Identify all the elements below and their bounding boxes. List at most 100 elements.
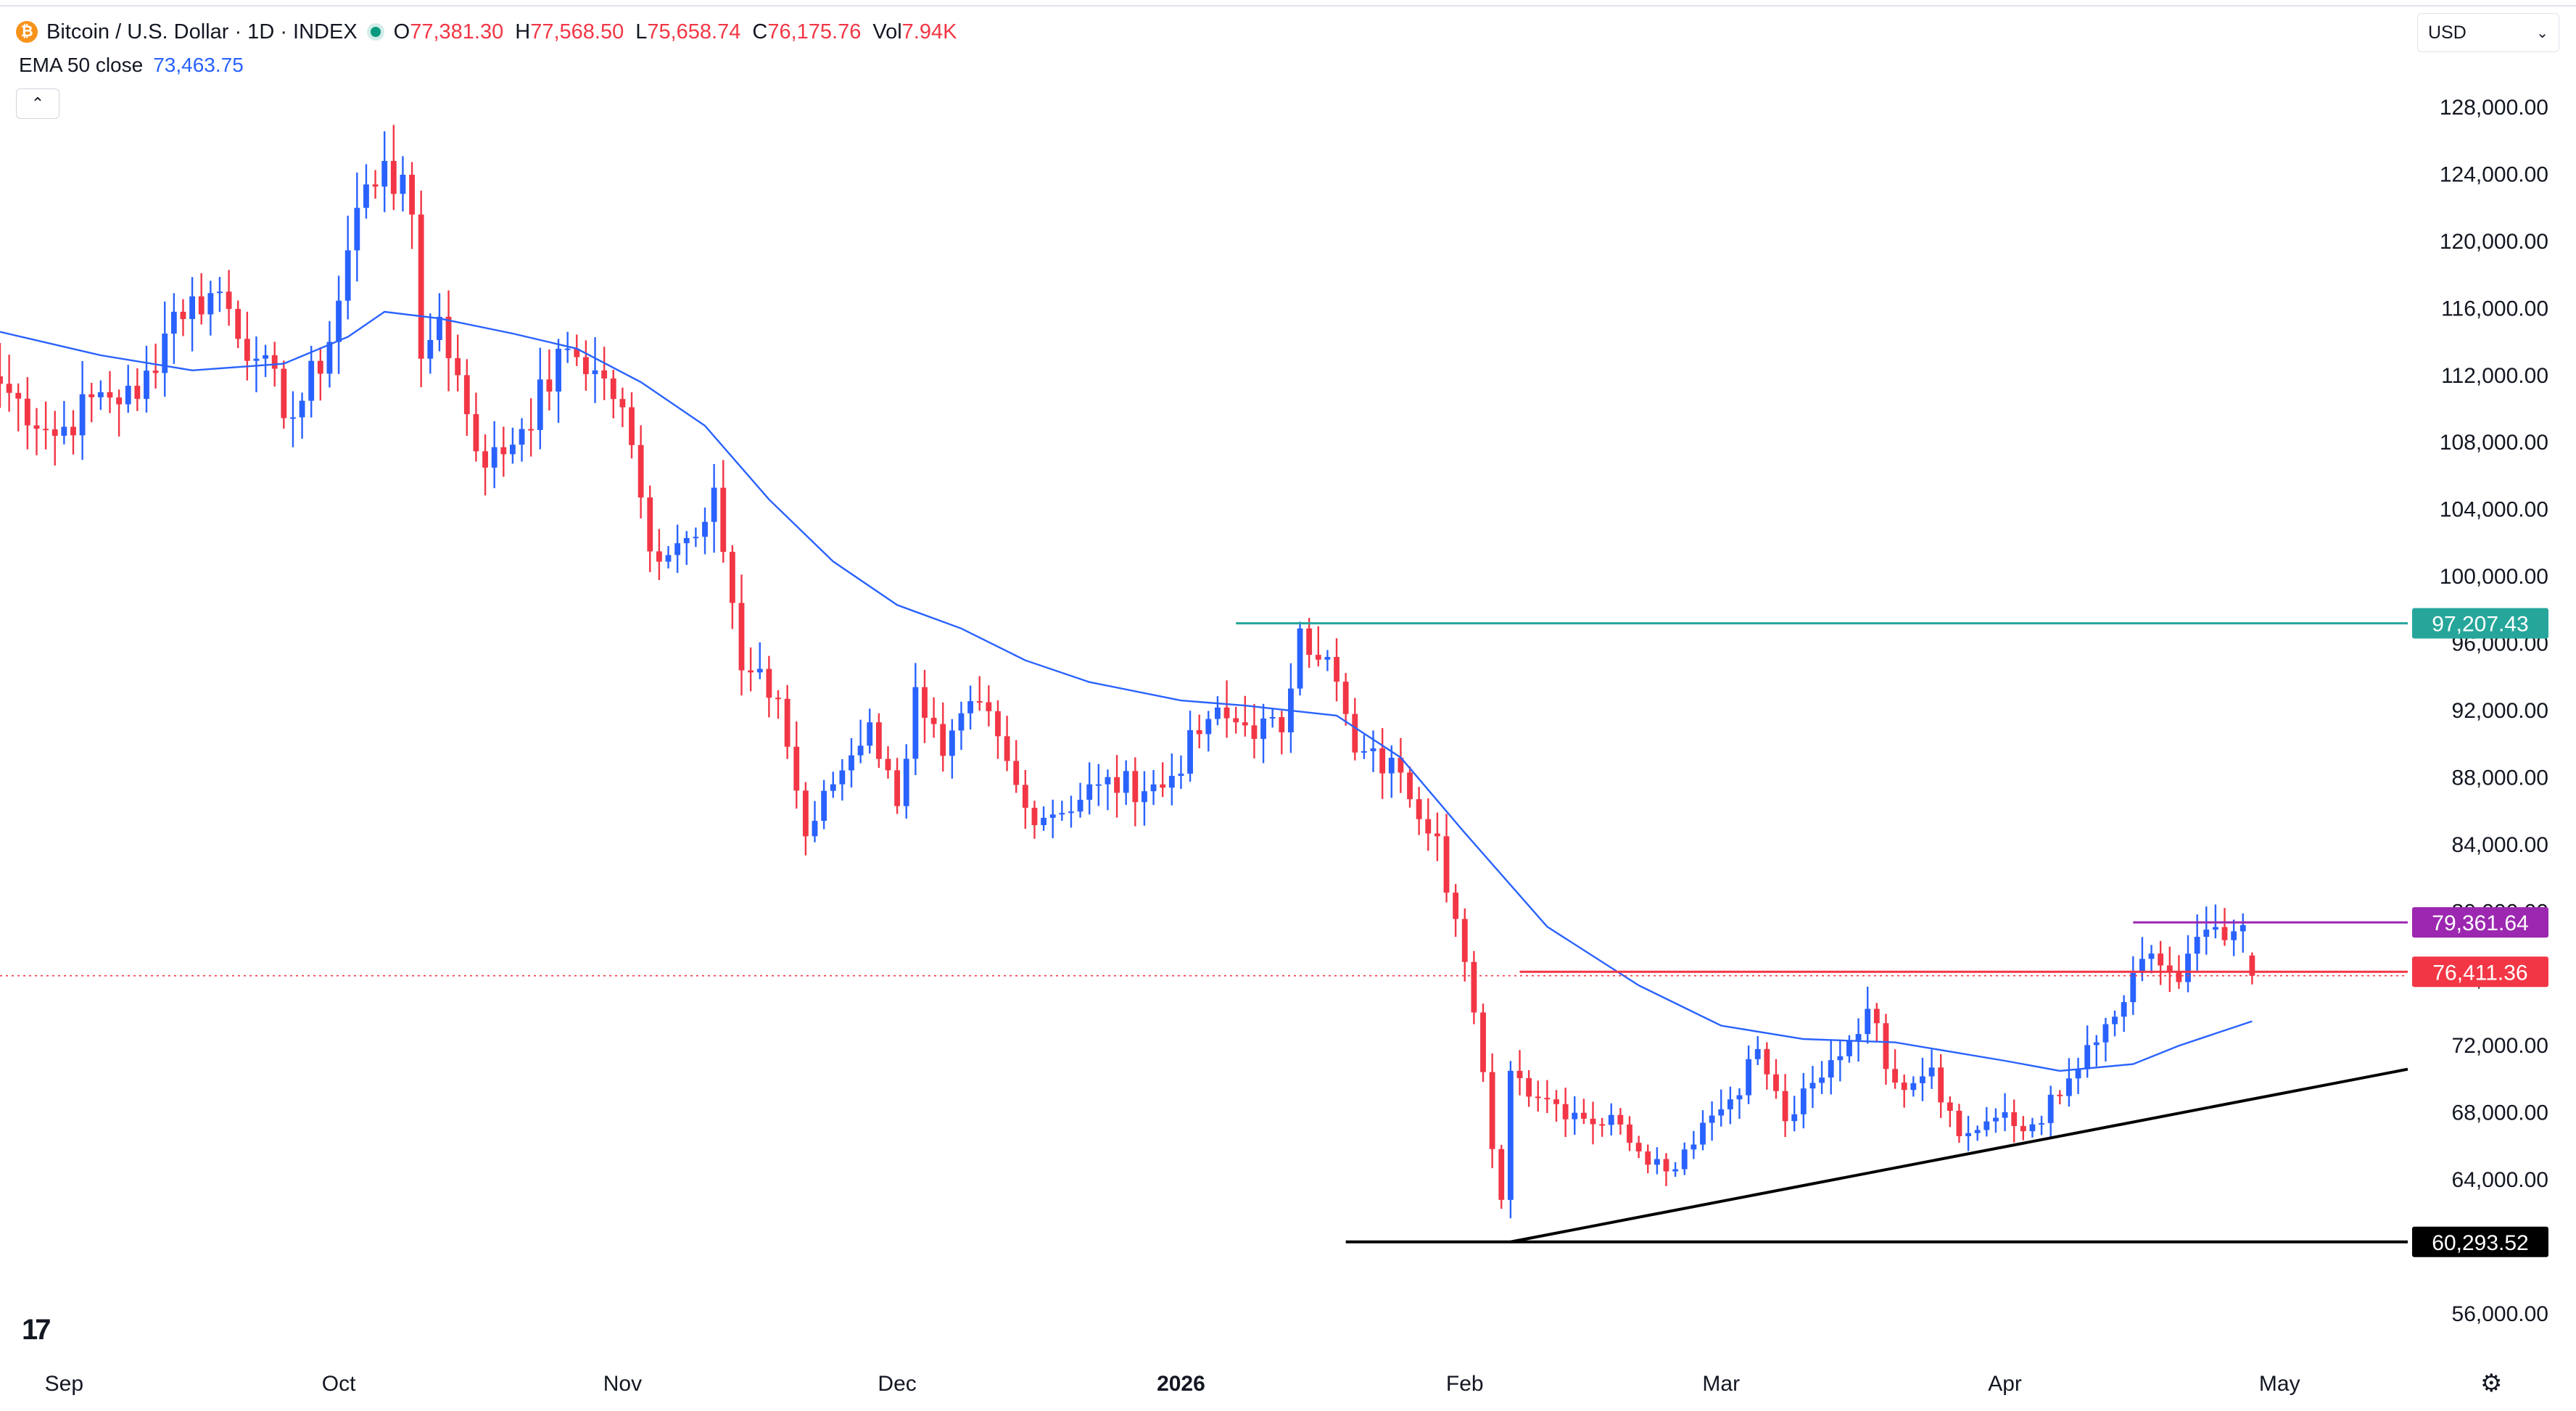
market-status-icon bbox=[370, 27, 381, 37]
candle-body bbox=[903, 758, 909, 806]
candle-body bbox=[125, 385, 131, 405]
candle-body bbox=[463, 375, 470, 415]
candle-body bbox=[582, 357, 589, 374]
candle-body bbox=[1956, 1110, 1962, 1137]
candle-body bbox=[738, 603, 745, 671]
candle-body bbox=[70, 426, 76, 436]
candle-body bbox=[748, 670, 754, 673]
candle-body bbox=[15, 392, 22, 399]
candle-body bbox=[2102, 1024, 2109, 1043]
candle-body bbox=[317, 360, 323, 374]
candle-body bbox=[949, 730, 955, 756]
candle-body bbox=[1819, 1077, 1825, 1083]
price-marker-box bbox=[2412, 1226, 2548, 1257]
candle-body bbox=[381, 160, 388, 187]
candle-body bbox=[564, 348, 571, 350]
candle-body bbox=[1489, 1072, 1495, 1149]
candle-body bbox=[1947, 1102, 1953, 1111]
gear-icon[interactable]: ⚙ bbox=[2480, 1370, 2503, 1397]
candle-body bbox=[2231, 931, 2237, 940]
y-tick-label: 84,000.00 bbox=[2452, 833, 2548, 857]
candle-body bbox=[2166, 965, 2173, 973]
candle-body bbox=[1004, 736, 1010, 761]
candle-body bbox=[1095, 784, 1102, 786]
candle-body bbox=[107, 392, 113, 398]
ema-legend[interactable]: EMA 50 close 73,463.75 bbox=[19, 54, 244, 77]
chevron-up-icon: ⌃ bbox=[30, 94, 45, 112]
volume-readout: Vol7.94K bbox=[872, 20, 957, 44]
candle-body bbox=[702, 521, 708, 537]
currency-value: USD bbox=[2428, 22, 2466, 43]
candle-body bbox=[1498, 1149, 1505, 1200]
y-tick-label: 88,000.00 bbox=[2452, 766, 2548, 790]
x-tick-label: Oct bbox=[322, 1372, 356, 1396]
candle-body bbox=[1736, 1095, 1743, 1100]
candle-body bbox=[0, 376, 3, 384]
collapse-legend-button[interactable]: ⌃ bbox=[16, 88, 59, 119]
y-tick-label: 120,000.00 bbox=[2440, 230, 2548, 254]
tradingview-logo[interactable]: 17 bbox=[22, 1314, 51, 1346]
candle-body bbox=[244, 339, 250, 361]
candle-body bbox=[976, 701, 983, 703]
candle-body bbox=[537, 379, 543, 431]
candle-body bbox=[546, 379, 553, 392]
candle-body bbox=[1809, 1083, 1816, 1089]
candle-body bbox=[437, 316, 442, 340]
candle-body bbox=[1388, 758, 1395, 774]
candle-body bbox=[2194, 937, 2200, 954]
candle-body bbox=[775, 698, 781, 700]
candle-body bbox=[1846, 1040, 1852, 1056]
candle-body bbox=[1334, 657, 1339, 682]
candle-body bbox=[510, 444, 516, 455]
candle-body bbox=[958, 713, 965, 731]
candle-body bbox=[1580, 1112, 1587, 1119]
candle-body bbox=[1480, 1012, 1486, 1072]
price-marker-box bbox=[2412, 608, 2548, 639]
candle-body bbox=[556, 348, 561, 392]
candle-body bbox=[1453, 893, 1459, 919]
candle-body bbox=[1059, 813, 1065, 815]
candle-body bbox=[1398, 758, 1404, 773]
candle-body bbox=[683, 537, 690, 544]
price-marker-label: 79,361.64 bbox=[2432, 911, 2528, 935]
high-readout: H77,568.50 bbox=[515, 20, 624, 44]
candle-body bbox=[1562, 1104, 1569, 1120]
candle-body bbox=[1150, 784, 1157, 792]
candle-body bbox=[500, 447, 507, 455]
candle-body bbox=[1635, 1143, 1642, 1152]
candle-body bbox=[1049, 814, 1056, 818]
candle-body bbox=[271, 355, 278, 369]
symbol-title[interactable]: Bitcoin / U.S. Dollar · 1D · INDEX bbox=[46, 20, 358, 44]
candle-body bbox=[867, 722, 873, 746]
candle-body bbox=[473, 414, 479, 452]
candle-body bbox=[152, 371, 159, 373]
candle-body bbox=[1535, 1096, 1541, 1098]
candle-body bbox=[2066, 1078, 2072, 1096]
candle-body bbox=[217, 291, 223, 294]
candle-body bbox=[336, 300, 342, 342]
candle-body bbox=[61, 426, 67, 436]
candle-body bbox=[1233, 718, 1239, 723]
candle-body bbox=[830, 784, 836, 791]
x-tick-label: Nov bbox=[603, 1372, 642, 1396]
candle-body bbox=[1974, 1130, 1981, 1133]
candle-body bbox=[1242, 722, 1248, 726]
candle-body bbox=[51, 429, 58, 436]
candle-body bbox=[1215, 707, 1221, 719]
candle-body bbox=[1544, 1098, 1551, 1100]
candle-body bbox=[1352, 713, 1358, 753]
candle-body bbox=[263, 355, 268, 359]
candle-body bbox=[802, 790, 809, 837]
candle-body bbox=[2011, 1112, 2018, 1126]
bitcoin-icon: ₿ bbox=[16, 21, 38, 43]
candle-body bbox=[24, 398, 30, 426]
y-tick-label: 72,000.00 bbox=[2452, 1034, 2548, 1058]
candle-body bbox=[97, 392, 104, 397]
candle-body bbox=[1251, 725, 1258, 740]
candle-body bbox=[2047, 1094, 2054, 1123]
candle-body bbox=[1279, 716, 1285, 733]
candle-body bbox=[1700, 1122, 1706, 1145]
x-tick-label: May bbox=[2259, 1372, 2300, 1396]
currency-select[interactable]: USD ⌄ bbox=[2417, 13, 2559, 52]
